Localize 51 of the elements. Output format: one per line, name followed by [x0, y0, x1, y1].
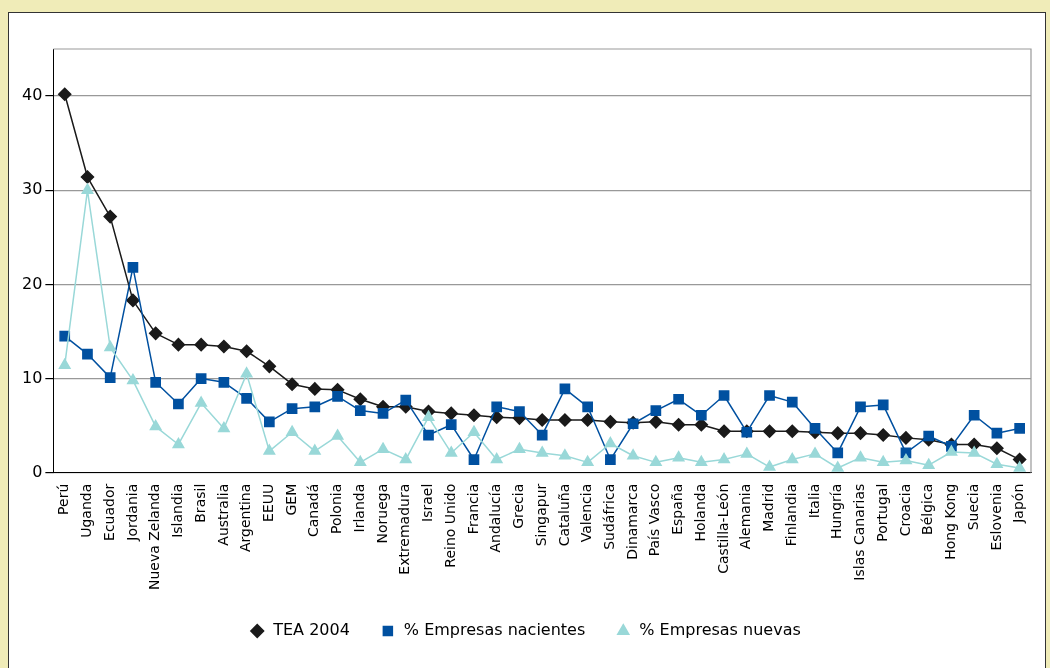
y-tick-label: 10 [22, 367, 43, 387]
x-tick-label: Grecia [510, 483, 527, 529]
x-tick-label: GEM [282, 483, 299, 516]
x-tick-label: España [669, 483, 686, 535]
x-tick-label: Japón [1010, 483, 1027, 524]
x-tick-label: Australia [214, 483, 231, 546]
x-tick-label: Hong Kong [942, 483, 959, 560]
x-tick-label: Ecuador [100, 483, 117, 541]
legend-label: % Empresas nacientes [403, 620, 586, 640]
x-tick-label: Andalucía [487, 483, 504, 553]
x-tick-label: Reino Unido [441, 483, 458, 568]
x-tick-label: Islas Canarias [851, 483, 868, 581]
y-tick-label: 20 [22, 273, 43, 293]
x-tick-label: Suecia [964, 483, 981, 531]
x-tick-label: Bélgica [919, 483, 936, 535]
y-tick-label: 30 [22, 179, 43, 199]
x-tick-label: Francia [464, 483, 481, 535]
x-tick-label: Sudáfrica [601, 483, 618, 550]
x-tick-label: País Vasco [646, 483, 663, 557]
x-tick-label: Finlandia [782, 483, 799, 547]
x-tick-label: Noruega [373, 483, 390, 544]
x-tick-label: Israel [419, 483, 436, 522]
x-tick-label: Castilla-León [714, 483, 731, 574]
legend-label: % Empresas nuevas [639, 620, 801, 640]
x-tick-label: Brasil [191, 483, 208, 523]
x-tick-label: Dinamarca [623, 483, 640, 560]
y-tick-label: 0 [32, 461, 43, 481]
x-tick-label: Croacia [896, 483, 913, 537]
y-tick-label: 40 [22, 85, 43, 105]
x-tick-label: Polonia [328, 483, 345, 535]
x-tick-label: Nueva Zelanda [146, 483, 163, 591]
x-tick-label: Eslovenia [987, 483, 1004, 551]
x-tick-label: EEUU [259, 483, 276, 522]
x-tick-label: Valencia [578, 483, 595, 543]
x-tick-label: Argentina [237, 483, 254, 553]
x-tick-label: Jordania [123, 483, 140, 542]
x-tick-label: Canadá [305, 483, 322, 537]
x-tick-label: Holanda [691, 483, 708, 542]
x-tick-label: Madrid [760, 483, 777, 532]
x-tick-label: Extremadura [396, 483, 413, 575]
x-tick-label: Uganda [78, 483, 95, 538]
x-tick-label: Irlanda [350, 483, 367, 533]
x-tick-label: Cataluña [555, 483, 572, 547]
x-tick-label: Italia [805, 483, 822, 519]
x-tick-label: Alemania [737, 483, 754, 550]
legend-label: TEA 2004 [272, 620, 350, 640]
x-tick-label: Hungría [828, 483, 845, 540]
x-tick-label: Singapur [532, 483, 549, 547]
x-tick-label: Islandia [169, 483, 186, 538]
x-tick-label: Perú [55, 483, 72, 515]
x-tick-label: Portugal [873, 483, 890, 542]
